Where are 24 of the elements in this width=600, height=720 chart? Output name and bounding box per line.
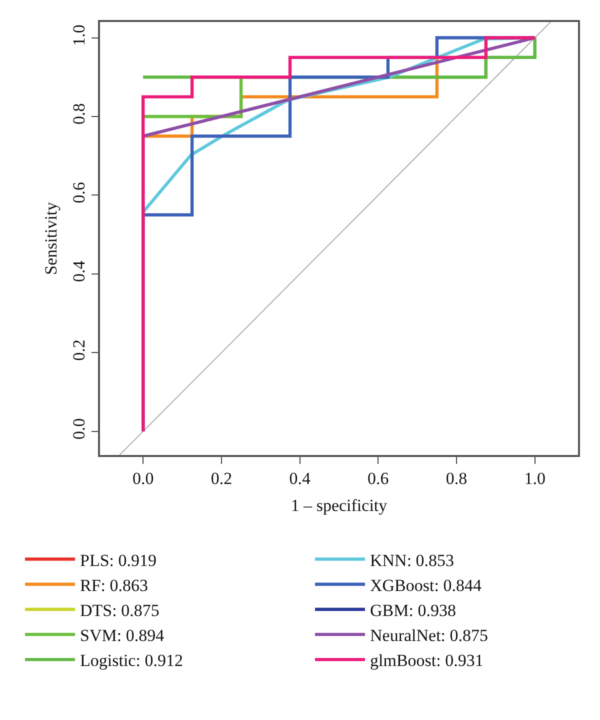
legend-label: GBM: 0.938 bbox=[370, 600, 456, 620]
x-tick-label: 0.4 bbox=[289, 469, 311, 488]
x-tick-label: 1.0 bbox=[524, 469, 546, 488]
legend-label: XGBoost: 0.844 bbox=[370, 576, 482, 595]
y-tick-label: 1.0 bbox=[69, 24, 88, 46]
y-tick-label: 0.0 bbox=[69, 418, 88, 440]
x-tick-label: 0.6 bbox=[368, 469, 389, 488]
x-tick-label: 0.8 bbox=[446, 469, 468, 488]
y-tick-label: 0.6 bbox=[69, 182, 88, 204]
legend-label: KNN: 0.853 bbox=[370, 550, 454, 570]
legend-label: glmBoost: 0.931 bbox=[370, 651, 484, 670]
y-tick-label: 0.8 bbox=[69, 103, 88, 125]
x-tick-label: 0.0 bbox=[132, 469, 154, 488]
legend-label: NeuralNet: 0.875 bbox=[370, 626, 488, 646]
legend-label: PLS: 0.919 bbox=[80, 550, 157, 570]
x-axis-title: 1 – specificity bbox=[290, 496, 388, 516]
y-tick-label: 0.4 bbox=[69, 260, 88, 282]
legend-label: SVM: 0.894 bbox=[80, 626, 165, 646]
x-tick-label: 0.2 bbox=[210, 469, 232, 488]
legend-label: DTS: 0.875 bbox=[80, 600, 160, 620]
legend-label: Logistic: 0.912 bbox=[80, 651, 183, 670]
legend-label: RF: 0.863 bbox=[80, 576, 148, 595]
y-tick-label: 0.2 bbox=[69, 339, 88, 361]
y-axis-title: Sensitivity bbox=[42, 202, 60, 275]
